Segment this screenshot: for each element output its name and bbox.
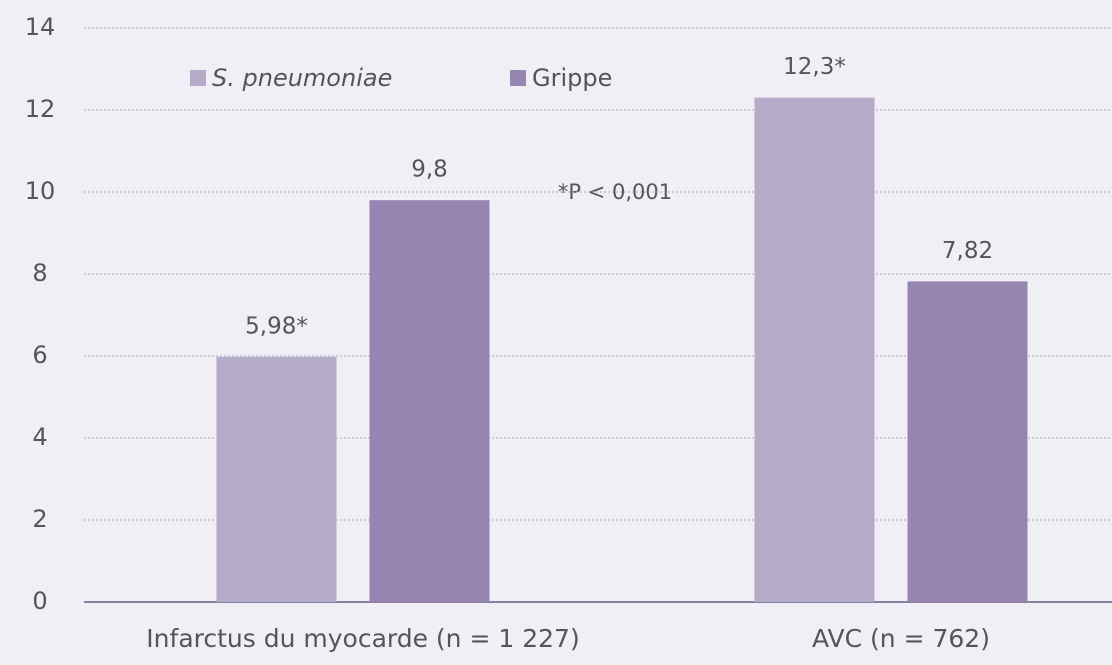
data-label: 9,8 (411, 157, 448, 183)
data-label: 7,82 (942, 238, 993, 264)
y-tick-label: 10 (25, 177, 56, 205)
y-tick-label: 4 (32, 423, 47, 451)
legend-swatch (510, 70, 526, 86)
legend-label: S. pneumoniae (212, 64, 392, 92)
annotation: *P < 0,001 (558, 180, 672, 204)
y-tick-label: 6 (32, 341, 47, 369)
y-tick-label: 14 (25, 13, 56, 41)
legend-label: Grippe (532, 64, 612, 92)
bar (216, 356, 337, 602)
bar (754, 97, 875, 602)
x-tick-label: AVC (n = 762) (812, 624, 990, 653)
data-label: 12,3* (783, 54, 846, 80)
y-tick-label: 2 (32, 505, 47, 533)
bar (369, 200, 490, 602)
y-tick-label: 8 (32, 259, 47, 287)
y-tick-label: 0 (32, 587, 47, 615)
data-label: 5,98* (245, 313, 308, 339)
bar (907, 281, 1028, 602)
legend-swatch (190, 70, 206, 86)
x-tick-label: Infarctus du myocarde (n = 1 227) (146, 624, 579, 653)
y-tick-label: 12 (25, 95, 56, 123)
